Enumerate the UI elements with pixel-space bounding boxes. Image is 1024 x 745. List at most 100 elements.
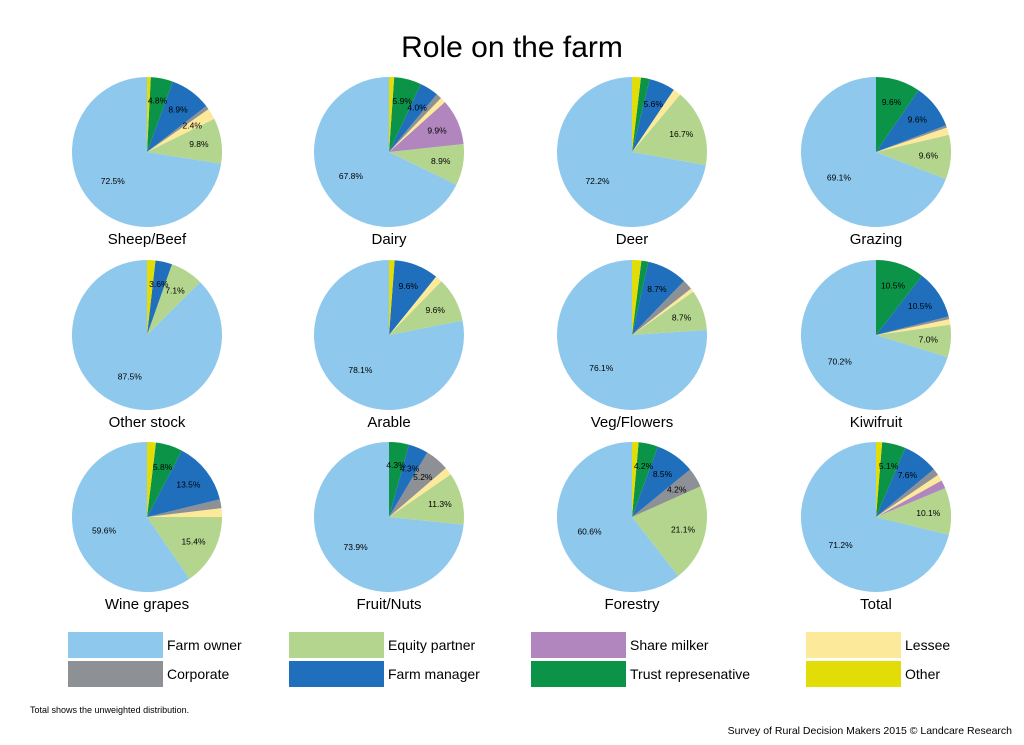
slice-wine-grapes-corporate [147,499,222,517]
slice-forestry-corporate [632,469,701,517]
slice-label-kiwifruit-farm-manager: 10.5% [908,301,933,311]
slice-label-total-trust-represenative: 5.1% [879,461,899,471]
slice-wine-grapes-farm-manager [147,450,220,517]
slice-grazing-corporate [876,125,947,152]
slice-deer-farm-manager [632,79,674,152]
slice-arable-farm-manager [389,260,437,335]
slice-dairy-farm-manager [389,84,437,152]
slice-other-stock-farm-manager [147,260,172,335]
slice-label-arable-equity-partner: 9.6% [426,305,446,315]
pie-title-arable: Arable [367,414,410,431]
legend-item-share-milker: Share milker [531,632,709,658]
slice-label-sheep-beef-lessee: 2.4% [183,120,203,130]
slice-forestry-trust-represenative [632,442,658,517]
pie-kiwifruit: 70.2% 7.0% 10.5% 10.5% Kiwifruit [800,260,951,431]
slice-total-trust-represenative [876,442,906,517]
slice-label-sheep-beef-equity-partner: 9.8% [189,139,209,149]
slice-other-stock-equity-partner [147,264,201,335]
slice-grazing-equity-partner [876,134,952,180]
slice-arable-other [389,260,395,335]
slice-label-kiwifruit-farm-owner: 70.2% [828,357,853,367]
slice-label-forestry-corporate: 4.2% [667,484,687,494]
pie-deer: 72.2% 16.7% 5.6% Deer [556,76,707,248]
slice-dairy-trust-represenative [389,77,421,152]
slice-label-fruit-nuts-equity-partner: 11.3% [428,499,452,509]
slice-label-kiwifruit-equity-partner: 7.0% [919,334,939,344]
slice-veg-flowers-trust-represenative [632,260,649,335]
slice-fruit-nuts-equity-partner [389,474,464,525]
slice-deer-trust-represenative [632,77,650,152]
slice-label-total-farm-owner: 71.2% [829,540,854,550]
slice-dairy-share-milker [389,102,464,152]
slice-arable-equity-partner [389,281,463,335]
slice-label-total-equity-partner: 10.1% [916,508,941,518]
slice-total-lessee [876,474,942,517]
slice-deer-farm-owner [556,77,706,227]
slice-label-dairy-farm-manager: 4.0% [407,103,427,113]
slice-label-deer-equity-partner: 16.7% [669,129,694,139]
slice-label-dairy-equity-partner: 8.9% [431,156,451,166]
slice-dairy-other [389,77,395,152]
slice-label-sheep-beef-trust-represenative: 4.8% [148,96,168,106]
slice-label-arable-farm-manager: 9.6% [399,281,419,291]
legend-item-corporate: Corporate [68,661,229,687]
source-credit: Survey of Rural Decision Makers 2015 © L… [728,725,1013,737]
slice-kiwifruit-trust-represenative [876,260,922,335]
slice-wine-grapes-lessee [147,508,222,517]
slice-label-grazing-equity-partner: 9.6% [919,151,939,161]
pie-veg-flowers: 76.1% 8.7% 8.7% Veg/Flowers [556,260,707,431]
slice-forestry-equity-partner [632,486,707,576]
pie-title-grazing: Grazing [850,231,903,248]
slice-veg-flowers-equity-partner [632,291,707,335]
slice-grazing-farm-owner [801,77,946,227]
slice-total-share-milker [876,480,946,517]
slice-kiwifruit-equity-partner [876,324,951,358]
slice-label-deer-farm-owner: 72.2% [585,176,610,186]
pie-title-dairy: Dairy [371,231,407,248]
slice-sheep-beef-farm-manager [147,81,207,152]
legend-label-farm-manager: Farm manager [388,666,480,682]
slice-label-veg-flowers-farm-owner: 76.1% [589,363,614,373]
pie-title-sheep-beef: Sheep/Beef [108,231,187,248]
slice-sheep-beef-other [147,76,151,152]
slice-total-farm-owner [800,442,949,592]
pie-title-deer: Deer [616,231,649,248]
slice-sheep-beef-farm-owner [72,77,222,227]
pie-dairy: 67.8% 8.9% 9.9% 4.0%5.9% Dairy [314,77,464,248]
legend-label-share-milker: Share milker [630,637,709,653]
slice-label-dairy-share-milker: 9.9% [427,126,447,136]
slice-label-forestry-farm-manager: 8.5% [653,469,673,479]
slice-kiwifruit-corporate [876,316,950,335]
legend-item-other: Other [806,661,940,687]
slice-label-forestry-trust-represenative: 4.2% [634,461,654,471]
slice-label-kiwifruit-trust-represenative: 10.5% [881,280,906,290]
slice-label-grazing-farm-manager: 9.6% [908,115,928,125]
legend-label-corporate: Corporate [167,666,229,682]
slice-label-grazing-farm-owner: 69.1% [827,172,852,182]
slice-fruit-nuts-farm-manager [389,444,428,517]
legend-item-farm-owner: Farm owner [68,632,242,658]
pie-sheep-beef: 72.5% 9.8% 2.4% 8.9%4.8% Sheep/Beef [72,76,223,248]
legend-label-farm-owner: Farm owner [167,637,242,653]
slice-label-fruit-nuts-farm-manager: 4.3% [400,464,420,474]
slice-label-other-stock-farm-owner: 87.5% [118,372,143,382]
slice-label-total-farm-manager: 7.6% [898,470,918,480]
slice-label-grazing-trust-represenative: 9.6% [882,97,902,107]
pie-fruit-nuts: 73.9%11.3%5.2%4.3%4.3%Fruit/Nuts [313,442,464,613]
slice-label-wine-grapes-farm-owner: 59.6% [92,525,117,535]
slice-dairy-farm-owner [314,77,457,227]
legend: Farm owner Equity partner Share milker Less… [68,632,950,687]
slice-total-other [876,442,883,517]
slice-kiwifruit-farm-owner [800,260,948,410]
slice-label-sheep-beef-farm-owner: 72.5% [101,176,126,186]
slice-forestry-farm-owner [556,442,679,592]
pie-title-forestry: Forestry [604,596,660,613]
slice-label-sheep-beef-farm-manager: 8.9% [168,105,188,115]
slice-forestry-other [632,442,639,517]
slice-label-veg-flowers-farm-manager: 8.7% [647,284,667,294]
slice-grazing-lessee [876,127,949,152]
legend-swatch-farm-manager [289,661,384,687]
legend-swatch-trust-represenative [531,661,626,687]
slice-label-fruit-nuts-farm-owner: 73.9% [344,542,369,552]
